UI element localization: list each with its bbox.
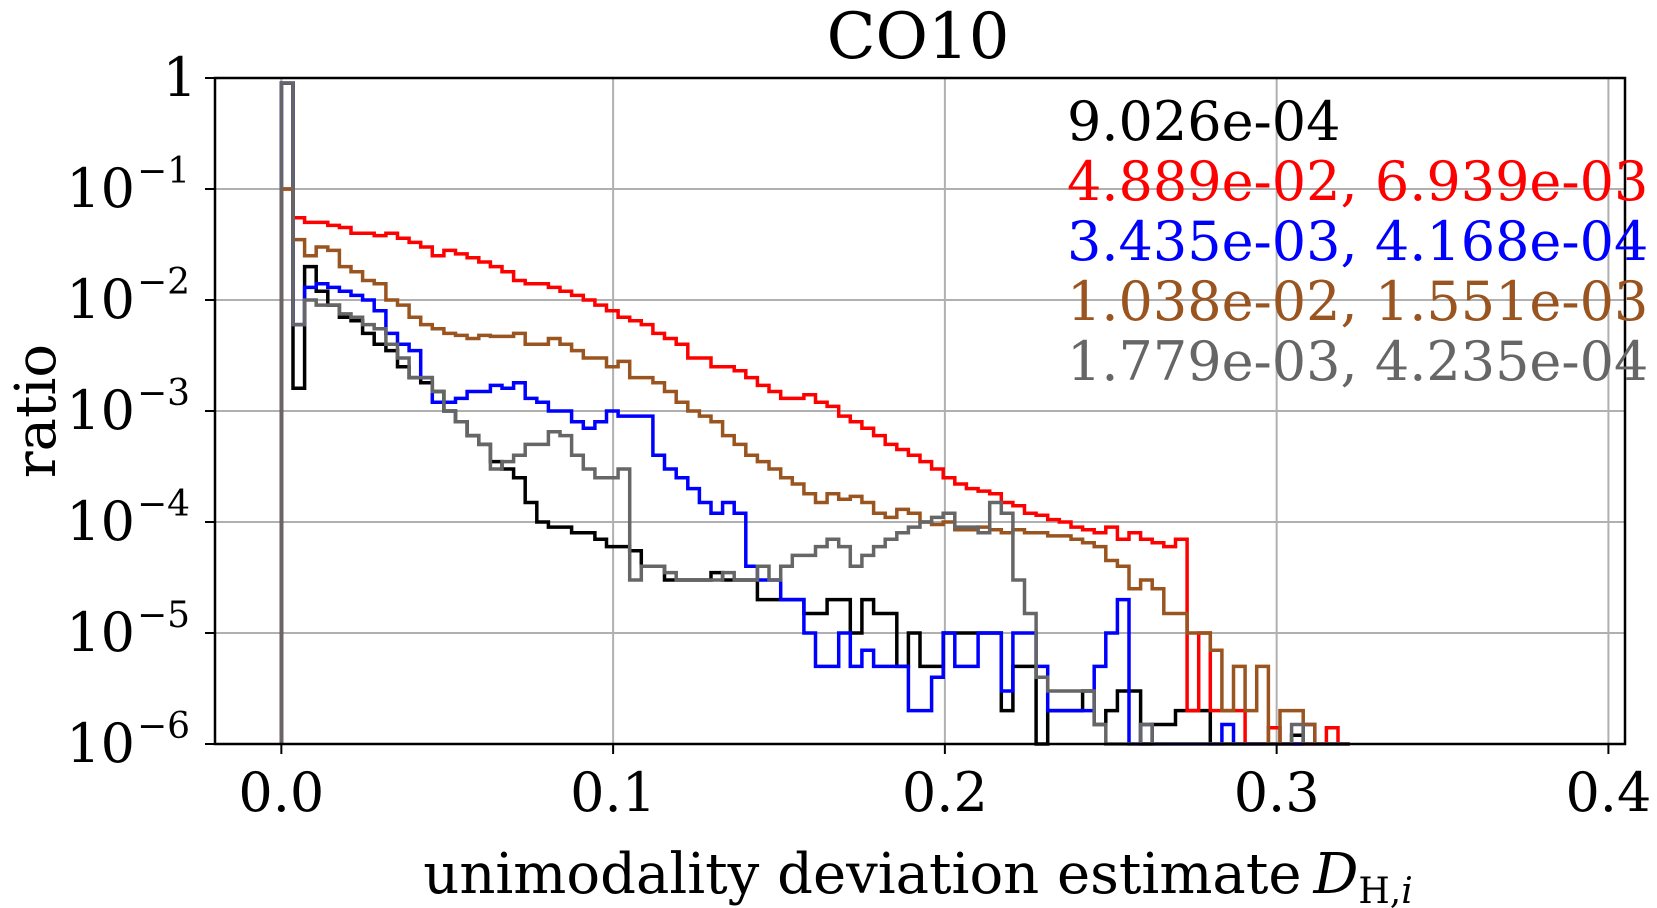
chart-title: CO10 [827,0,1010,74]
x-tick-label-3: 0.3 [1234,761,1320,824]
series-black [279,81,1350,746]
y-tick-label-3: 10 [66,379,135,442]
y-axis-ticks: 110−110−210−310−410−510−6 [66,46,215,775]
y-tick-label-0: 1 [163,46,197,109]
x-axis-label-math: D [1312,842,1358,907]
y-tick-label-4: 10 [66,490,135,553]
legend-entry-brown: 1.038e-02, 1.551e-03 [1067,270,1648,333]
legend-entry-black: 9.026e-04 [1067,90,1341,153]
y-tick-label-6: 10 [66,712,135,775]
legend-entry-red: 4.889e-02, 6.939e-03 [1067,150,1648,213]
y-axis-label: ratio [4,344,69,478]
x-axis-label-sub: H, [1358,871,1401,908]
legend-entry-gray: 1.779e-03, 4.235e-04 [1067,330,1648,393]
y-tick-label-1: 10 [66,157,135,220]
x-axis-label-sub-italic: i [1401,871,1413,908]
y-tick-exponent-3: −3 [137,373,190,414]
y-tick-exponent-5: −5 [137,595,190,636]
legend-entry-blue: 3.435e-03, 4.168e-04 [1067,210,1648,273]
series-red [279,187,1350,746]
series-gray [279,81,1350,746]
y-tick-exponent-6: −6 [137,706,190,747]
series-brown [279,187,1350,746]
x-axis-label: unimodality deviation estimate DH,i [423,842,1412,908]
series-group [279,81,1350,746]
y-tick-label-2: 10 [66,268,135,331]
x-axis-label-text: unimodality deviation estimate [423,842,1301,907]
y-tick-exponent-4: −4 [137,484,190,525]
y-tick-exponent-1: −1 [137,151,190,192]
x-tick-label-0: 0.0 [238,761,324,824]
x-tick-label-1: 0.1 [570,761,656,824]
y-tick-exponent-2: −2 [137,262,190,303]
y-tick-label-5: 10 [66,601,135,664]
legend: 9.026e-044.889e-02, 6.939e-033.435e-03, … [1067,90,1648,393]
x-axis-ticks: 0.0 0.1 0.2 0.3 0.4 [238,744,1651,824]
x-tick-label-2: 0.2 [902,761,988,824]
x-tick-label-4: 0.4 [1565,761,1651,824]
